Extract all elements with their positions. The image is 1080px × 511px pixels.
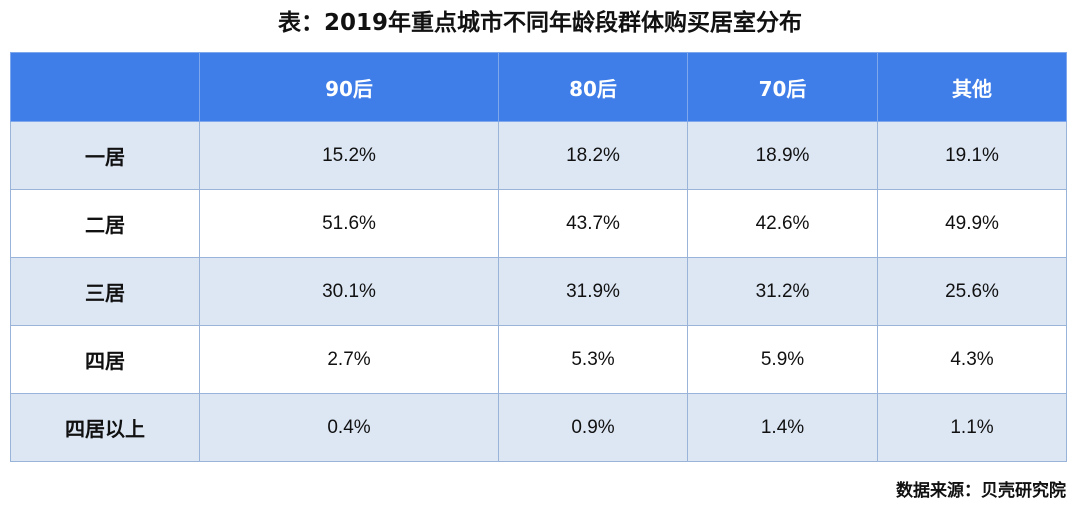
- table-cell: 25.6%: [877, 257, 1067, 326]
- header-cell-corner: [10, 52, 200, 122]
- table-cell: 31.2%: [687, 257, 878, 326]
- table-cell: 4.3%: [877, 325, 1067, 394]
- table-cell: 51.6%: [199, 189, 499, 258]
- table-cell: 5.3%: [498, 325, 688, 394]
- table-cell: 2.7%: [199, 325, 499, 394]
- row-label: 二居: [10, 189, 200, 258]
- table-cell: 5.9%: [687, 325, 878, 394]
- row-label: 四居以上: [10, 393, 200, 462]
- row-label: 一居: [10, 121, 200, 190]
- table-cell: 0.9%: [498, 393, 688, 462]
- table-cell: 30.1%: [199, 257, 499, 326]
- header-row: 90后 80后 70后 其他: [10, 52, 1067, 122]
- header-cell-70s: 70后: [687, 52, 878, 122]
- table-row: 四居 2.7% 5.3% 5.9% 4.3%: [10, 325, 1067, 394]
- row-label: 三居: [10, 257, 200, 326]
- table-row: 三居 30.1% 31.9% 31.2% 25.6%: [10, 257, 1067, 326]
- table-cell: 18.2%: [498, 121, 688, 190]
- table-cell: 1.1%: [877, 393, 1067, 462]
- table-cell: 42.6%: [687, 189, 878, 258]
- header-cell-other: 其他: [877, 52, 1067, 122]
- header-cell-90s: 90后: [199, 52, 499, 122]
- table-cell: 43.7%: [498, 189, 688, 258]
- table-cell: 19.1%: [877, 121, 1067, 190]
- table-title: 表：2019年重点城市不同年龄段群体购买居室分布: [277, 10, 802, 36]
- source-note: 数据来源：贝壳研究院: [896, 481, 1066, 501]
- table-cell: 1.4%: [687, 393, 878, 462]
- table-row: 二居 51.6% 43.7% 42.6% 49.9%: [10, 189, 1067, 258]
- table-cell: 49.9%: [877, 189, 1067, 258]
- table-cell: 31.9%: [498, 257, 688, 326]
- table-cell: 15.2%: [199, 121, 499, 190]
- table-cell: 0.4%: [199, 393, 499, 462]
- table-row: 四居以上 0.4% 0.9% 1.4% 1.1%: [10, 393, 1067, 462]
- table-row: 一居 15.2% 18.2% 18.9% 19.1%: [10, 121, 1067, 190]
- table-cell: 18.9%: [687, 121, 878, 190]
- row-label: 四居: [10, 325, 200, 394]
- header-cell-80s: 80后: [498, 52, 688, 122]
- data-table: 90后 80后 70后 其他 一居 15.2% 18.2% 18.9% 19.1…: [10, 52, 1067, 462]
